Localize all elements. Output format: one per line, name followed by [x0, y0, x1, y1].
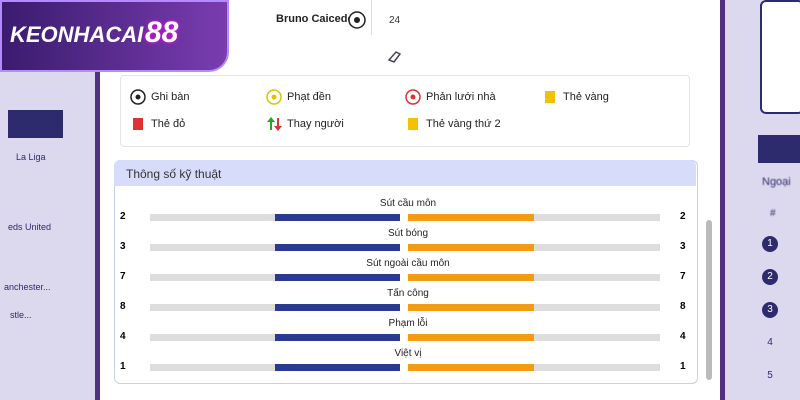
stat-label: Phạm lỗi [388, 318, 428, 329]
away-track [408, 304, 660, 311]
ball-icon [348, 11, 366, 29]
legend-item: Phạt đền [266, 89, 331, 105]
legend-label: Thẻ vàng [563, 91, 609, 103]
rank: 3 [762, 302, 778, 318]
right-block [758, 135, 800, 163]
home-bar [275, 334, 400, 341]
away-value: 1 [680, 361, 686, 372]
stat-label: Tấn công [387, 288, 429, 299]
away-bar [408, 304, 534, 311]
away-value: 3 [680, 241, 686, 252]
away-value: 2 [680, 211, 686, 222]
legend-icon [130, 89, 146, 105]
legend-label: Ghi bàn [151, 91, 190, 103]
home-value: 8 [120, 301, 126, 312]
player-name: Bruno Caicedo [276, 13, 355, 25]
home-bar [275, 244, 400, 251]
home-bar [275, 304, 400, 311]
legend-label: Thẻ đỏ [151, 118, 186, 130]
away-bar [408, 274, 534, 281]
legend-item: Thẻ vàng [542, 89, 609, 105]
away-track [408, 364, 660, 371]
away-value: 7 [680, 271, 686, 282]
whistle-icon [387, 51, 402, 63]
rank: 1 [762, 236, 778, 252]
legend-box [120, 75, 690, 147]
away-track [408, 274, 660, 281]
legend-item: Ghi bàn [130, 89, 190, 105]
legend-icon [133, 118, 143, 130]
logo-bg [0, 0, 229, 72]
home-value: 3 [120, 241, 126, 252]
legend-label: Phạt đền [287, 91, 332, 103]
legend-icon [405, 89, 421, 105]
stat-label: Sút ngoài cầu môn [366, 258, 450, 269]
legend-icon [408, 118, 418, 130]
away-track [408, 214, 660, 221]
legend-icon [545, 91, 555, 103]
home-bar [275, 274, 400, 281]
left-text: La Liga [16, 152, 46, 162]
legend-label: Phản lưới nhà [426, 91, 496, 103]
rank: 2 [762, 269, 778, 285]
stat-label: Việt vị [394, 348, 422, 359]
away-bar [408, 364, 534, 371]
rank: 4 [767, 337, 773, 348]
away-bar [408, 244, 534, 251]
legend-item: Thay người [266, 116, 344, 132]
legend-item: Thẻ đỏ [130, 116, 185, 132]
left-block [8, 110, 63, 138]
away-track [408, 244, 660, 251]
left-text: eds United [8, 222, 52, 232]
logo-text: KEONHACAI [10, 22, 144, 47]
legend-label: Thay người [287, 118, 344, 130]
divider [371, 0, 372, 35]
legend-icon [266, 89, 282, 105]
stat-label: Sút bóng [387, 228, 429, 239]
home-value: 4 [120, 331, 126, 342]
away-track [408, 334, 660, 341]
logo-number: 88 [145, 16, 179, 49]
stat-label: Sút cầu môn [379, 198, 437, 209]
scrollbar [706, 220, 712, 380]
legend-item: Thẻ vàng thứ 2 [405, 116, 501, 132]
legend-label: Thẻ vàng thứ 2 [426, 118, 501, 130]
legend-icon [267, 117, 282, 131]
legend-item: Phản lưới nhà [405, 89, 496, 105]
minute: 24 [389, 15, 401, 26]
right-header: Ngoại [762, 176, 791, 188]
right-box [760, 0, 800, 114]
home-value: 1 [120, 361, 126, 372]
home-value: 7 [120, 271, 126, 282]
left-text: anchester... [4, 282, 51, 292]
stats-title: Thông số kỹ thuật [114, 160, 696, 186]
away-value: 8 [680, 301, 686, 312]
away-bar [408, 334, 534, 341]
away-bar [408, 214, 534, 221]
rank: 5 [767, 370, 773, 381]
left-text: stle... [10, 310, 32, 320]
home-bar [275, 364, 400, 371]
home-bar [275, 214, 400, 221]
away-value: 4 [680, 331, 686, 342]
home-value: 2 [120, 211, 126, 222]
right-hash: # [770, 208, 776, 219]
